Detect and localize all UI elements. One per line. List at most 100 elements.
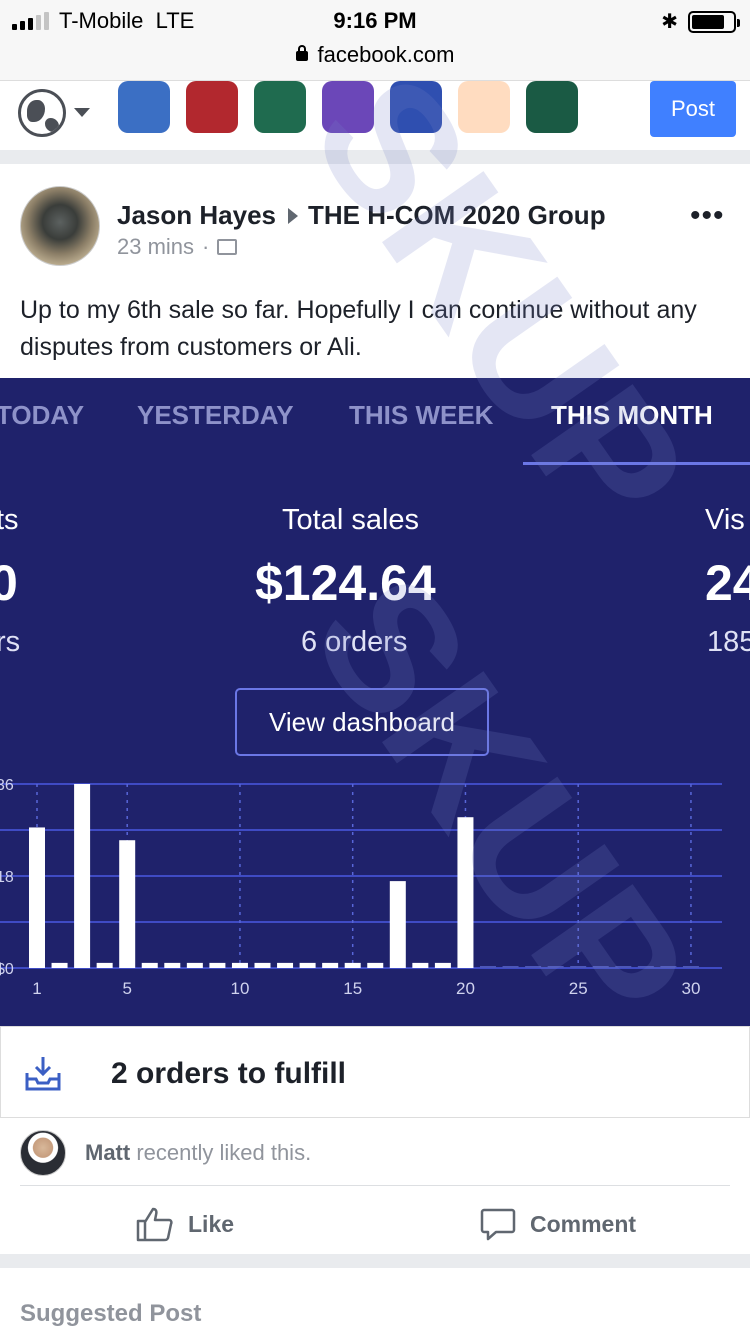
background-swatch[interactable] bbox=[322, 81, 374, 133]
post-meta: 23 mins · bbox=[117, 234, 238, 260]
post-time[interactable]: 23 mins bbox=[117, 234, 195, 259]
right-stat-label: Vis bbox=[705, 504, 745, 536]
chart-bar bbox=[96, 962, 113, 968]
background-swatch[interactable] bbox=[390, 81, 442, 133]
left-stat-label: ts bbox=[0, 504, 19, 536]
chart-bar bbox=[457, 817, 474, 968]
liker-name[interactable]: Matt bbox=[85, 1140, 131, 1165]
x-tick-label: 5 bbox=[122, 979, 131, 998]
right-stat-value: 24 bbox=[705, 555, 750, 611]
background-swatch[interactable] bbox=[118, 81, 170, 133]
chart-bar bbox=[592, 966, 609, 968]
chart-bar bbox=[29, 827, 45, 968]
chart-bar bbox=[141, 962, 158, 968]
chart-bar bbox=[412, 962, 429, 968]
tab-this-month: THIS MONTH bbox=[551, 400, 713, 430]
left-stat-sub: rs bbox=[0, 626, 21, 658]
active-tab-indicator bbox=[523, 462, 750, 465]
address-bar[interactable]: facebook.com bbox=[0, 42, 750, 68]
chart-bar bbox=[51, 962, 68, 968]
total-sales-label: Total sales bbox=[282, 504, 420, 536]
chart-bar bbox=[547, 966, 564, 968]
chart-bar bbox=[344, 962, 361, 968]
x-tick-label: 30 bbox=[681, 979, 700, 998]
tab-today: TODAY bbox=[0, 400, 85, 430]
carrier-info: T-Mobile LTE bbox=[12, 8, 194, 34]
post-actions: Like Comment bbox=[0, 1188, 750, 1258]
chart-bar bbox=[434, 962, 451, 968]
total-sales-value: $124.64 bbox=[255, 555, 436, 611]
fulfill-banner: 2 orders to fulfill bbox=[0, 1026, 750, 1118]
chart-bar bbox=[231, 962, 248, 968]
chart-bar bbox=[186, 962, 203, 968]
like-label: Like bbox=[188, 1210, 235, 1237]
tab-yesterday: YESTERDAY bbox=[137, 400, 294, 430]
chart-bar bbox=[74, 784, 91, 968]
left-stat-value: 0 bbox=[0, 555, 18, 611]
chart-bar bbox=[480, 966, 496, 968]
chart-bar bbox=[660, 966, 677, 968]
chart-bar bbox=[615, 966, 632, 968]
suggested-label: Suggested Post bbox=[20, 1300, 202, 1327]
right-stat-sub: 185 bbox=[707, 626, 750, 658]
x-tick-label: 15 bbox=[343, 979, 362, 998]
orders-count: 6 orders bbox=[301, 626, 408, 658]
y-tick-label: 18 bbox=[0, 869, 14, 886]
fulfill-text: 2 orders to fulfill bbox=[111, 1057, 347, 1090]
url-text: facebook.com bbox=[317, 42, 455, 67]
composer-toolbar: Post bbox=[0, 80, 750, 150]
x-tick-label: 10 bbox=[230, 979, 249, 998]
like-button[interactable]: Like bbox=[136, 1206, 234, 1242]
chart-bar bbox=[637, 966, 654, 968]
group-name[interactable]: THE H-COM 2020 Group bbox=[307, 200, 606, 230]
lock-icon bbox=[295, 45, 308, 61]
chart-bar bbox=[570, 966, 587, 968]
author-name[interactable]: Jason Hayes bbox=[117, 200, 276, 230]
chevron-down-icon[interactable] bbox=[74, 108, 90, 117]
chart-bar bbox=[502, 966, 519, 968]
background-swatch[interactable] bbox=[458, 81, 510, 133]
x-tick-label: 1 bbox=[32, 979, 41, 998]
background-swatch[interactable] bbox=[526, 81, 578, 133]
chart-bar bbox=[389, 881, 406, 968]
chart-bar bbox=[682, 966, 699, 968]
comment-button[interactable]: Comment bbox=[480, 1206, 636, 1242]
network-type: LTE bbox=[155, 8, 195, 33]
comment-label: Comment bbox=[530, 1210, 637, 1237]
thumbs-up-icon bbox=[136, 1207, 173, 1242]
suggested-post-header: Suggested Post bbox=[0, 1268, 750, 1334]
clock: 9:16 PM bbox=[333, 8, 417, 33]
post-image[interactable]: TODAY YESTERDAY THIS WEEK THIS MONTH ts … bbox=[0, 378, 750, 1026]
x-tick-label: 25 bbox=[569, 979, 588, 998]
chart-bar bbox=[254, 962, 271, 968]
bluetooth-icon: ✱ bbox=[661, 11, 678, 33]
chart-bar bbox=[209, 962, 226, 968]
tab-this-week: THIS WEEK bbox=[349, 400, 494, 430]
more-options-icon[interactable]: ••• bbox=[690, 199, 725, 232]
background-swatch[interactable] bbox=[186, 81, 238, 133]
post-header: Jason Hayes THE H-COM 2020 Group bbox=[117, 200, 606, 231]
x-tick-label: 20 bbox=[456, 979, 475, 998]
liker-avatar[interactable] bbox=[20, 1130, 66, 1176]
chart-bar bbox=[164, 962, 181, 968]
liked-by-row[interactable]: Matt recently liked this. bbox=[20, 1130, 730, 1186]
y-tick-label: 36 bbox=[0, 777, 14, 794]
chart-bar bbox=[299, 962, 316, 968]
chart-bar bbox=[367, 962, 384, 968]
post-text: Up to my 6th sale so far. Hopefully I ca… bbox=[20, 296, 697, 361]
battery-icon bbox=[688, 10, 740, 33]
arrow-right-icon bbox=[287, 208, 298, 225]
status-bar: T-Mobile LTE 9:16 PM ✱ facebook.com bbox=[0, 0, 750, 80]
view-dashboard-button: View dashboard bbox=[235, 688, 489, 756]
signal-icon bbox=[12, 12, 49, 30]
globe-icon[interactable] bbox=[18, 89, 66, 137]
chart-bar bbox=[277, 962, 294, 968]
chart-bar bbox=[525, 966, 542, 968]
post-button[interactable]: Post bbox=[650, 81, 736, 137]
comment-icon bbox=[480, 1208, 516, 1241]
avatar[interactable] bbox=[20, 186, 100, 266]
liked-text: Matt recently liked this. bbox=[85, 1140, 312, 1165]
background-swatch[interactable] bbox=[254, 81, 306, 133]
y-tick-label: $0 bbox=[0, 961, 14, 978]
